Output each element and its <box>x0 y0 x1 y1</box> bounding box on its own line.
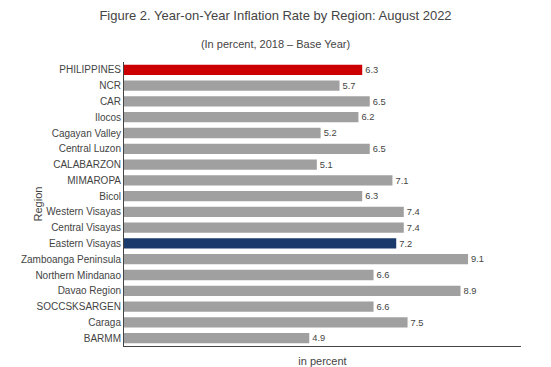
svg-text:NCR: NCR <box>99 80 121 91</box>
svg-text:CALABARZON: CALABARZON <box>53 159 121 170</box>
svg-text:5.1: 5.1 <box>320 160 333 170</box>
svg-text:7.4: 7.4 <box>407 207 420 217</box>
svg-text:Cagayan Valley: Cagayan Valley <box>52 128 121 139</box>
svg-text:Central Visayas: Central Visayas <box>51 222 121 233</box>
svg-text:Zamboanga Peninsula: Zamboanga Peninsula <box>21 254 122 265</box>
svg-text:Davao Region: Davao Region <box>58 285 121 296</box>
svg-text:Central Luzon: Central Luzon <box>59 143 121 154</box>
svg-text:Ilocos: Ilocos <box>95 112 121 123</box>
svg-text:9.1: 9.1 <box>471 254 484 264</box>
svg-text:6.6: 6.6 <box>377 270 390 280</box>
svg-text:Eastern Visayas: Eastern Visayas <box>49 238 121 249</box>
svg-text:6.3: 6.3 <box>365 65 378 75</box>
svg-text:Western Visayas: Western Visayas <box>46 206 121 217</box>
svg-text:Figure 2. Year-on-Year Inflati: Figure 2. Year-on-Year Inflation Rate by… <box>99 8 451 23</box>
svg-text:Caraga: Caraga <box>88 317 121 328</box>
svg-text:SOCCSKSARGEN: SOCCSKSARGEN <box>37 301 121 312</box>
svg-text:CAR: CAR <box>100 96 121 107</box>
svg-text:6.2: 6.2 <box>361 112 374 122</box>
svg-text:6.5: 6.5 <box>373 144 386 154</box>
svg-text:Bicol: Bicol <box>99 191 121 202</box>
svg-text:8.9: 8.9 <box>464 286 477 296</box>
svg-text:MIMAROPA: MIMAROPA <box>67 175 121 186</box>
svg-text:5.2: 5.2 <box>324 128 337 138</box>
svg-text:Region: Region <box>32 187 44 222</box>
svg-text:6.3: 6.3 <box>365 191 378 201</box>
svg-text:7.1: 7.1 <box>395 176 408 186</box>
svg-text:7.5: 7.5 <box>411 318 424 328</box>
svg-text:5.7: 5.7 <box>343 81 356 91</box>
svg-text:Northern Mindanao: Northern Mindanao <box>35 270 121 281</box>
svg-text:in percent: in percent <box>298 355 346 367</box>
svg-text:7.4: 7.4 <box>407 223 420 233</box>
svg-text:6.6: 6.6 <box>377 302 390 312</box>
svg-text:6.5: 6.5 <box>373 97 386 107</box>
svg-text:BARMM: BARMM <box>84 333 121 344</box>
svg-text:4.9: 4.9 <box>312 333 325 343</box>
svg-text:PHILIPPINES: PHILIPPINES <box>59 64 121 75</box>
svg-text:(In percent, 2018 – Base Year): (In percent, 2018 – Base Year) <box>201 38 350 50</box>
svg-text:7.2: 7.2 <box>399 239 412 249</box>
